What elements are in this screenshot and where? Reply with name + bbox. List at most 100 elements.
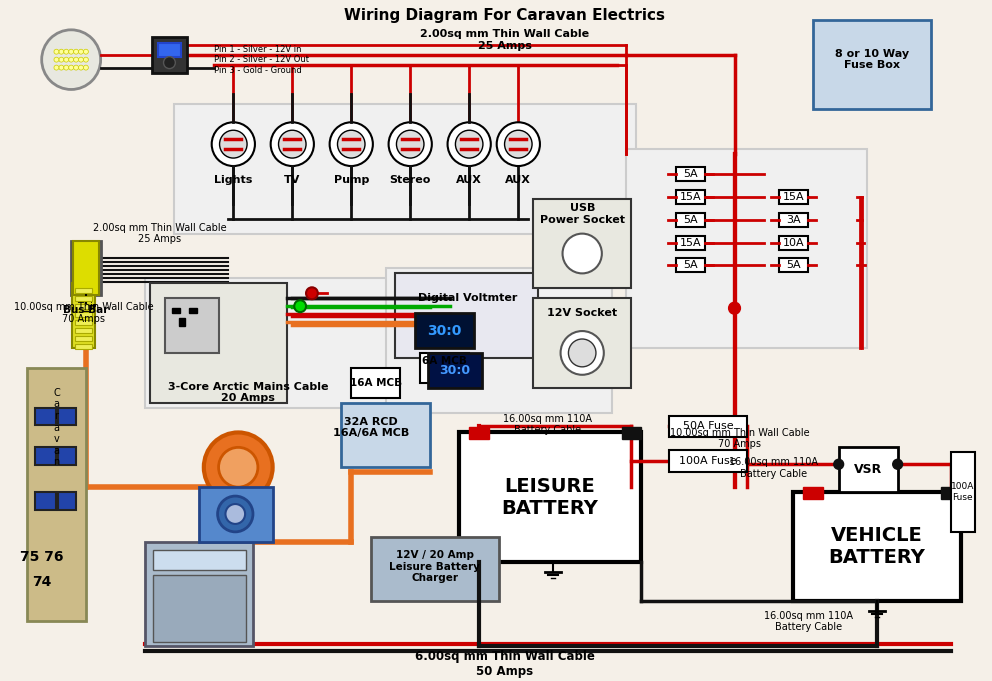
Circle shape	[728, 302, 740, 314]
Circle shape	[68, 65, 73, 70]
Bar	[189, 308, 197, 313]
Text: C
a
r
a
v
a
n: C a r a v a n	[53, 387, 60, 467]
Bar	[669, 450, 747, 472]
Text: 5A: 5A	[787, 260, 801, 270]
Bar	[779, 190, 808, 204]
Circle shape	[42, 30, 100, 89]
Bar	[622, 428, 641, 439]
Bar	[145, 542, 253, 646]
Text: LEISURE
BATTERY: LEISURE BATTERY	[501, 477, 598, 518]
Text: 75 76: 75 76	[20, 550, 63, 564]
Text: 32A RCD
16A/6A MCB: 32A RCD 16A/6A MCB	[332, 417, 409, 439]
Bar	[533, 298, 631, 387]
Circle shape	[893, 459, 903, 469]
Circle shape	[271, 123, 313, 166]
Bar	[371, 537, 499, 601]
Bar	[415, 313, 474, 348]
Bar	[75, 320, 92, 325]
Circle shape	[389, 123, 432, 166]
Bar	[75, 328, 92, 333]
Text: 8 or 10 Way
Fuse Box: 8 or 10 Way Fuse Box	[835, 49, 909, 70]
Circle shape	[295, 300, 307, 312]
Text: 12V Socket: 12V Socket	[548, 308, 617, 318]
Text: Lights: Lights	[214, 175, 253, 185]
Circle shape	[54, 49, 59, 54]
Bar	[813, 20, 931, 110]
Bar	[533, 199, 631, 288]
Text: 2.00sq mm Thin Wall Cable
25 Amps: 2.00sq mm Thin Wall Cable 25 Amps	[93, 223, 226, 244]
Text: 2.00sq mm Thin Wall Cable
25 Amps: 2.00sq mm Thin Wall Cable 25 Amps	[420, 29, 589, 50]
Bar	[145, 279, 449, 408]
Bar	[386, 268, 612, 413]
Bar	[676, 190, 705, 204]
Bar	[779, 236, 808, 249]
Bar	[950, 452, 975, 532]
Text: 5A: 5A	[682, 215, 697, 225]
Circle shape	[68, 49, 73, 54]
Text: 15A: 15A	[680, 192, 701, 202]
Bar	[158, 43, 182, 57]
Circle shape	[63, 49, 68, 54]
Circle shape	[834, 459, 843, 469]
Circle shape	[59, 65, 63, 70]
Text: VSR: VSR	[854, 462, 882, 476]
Text: VEHICLE
BATTERY: VEHICLE BATTERY	[828, 526, 926, 567]
Bar	[35, 408, 57, 426]
Circle shape	[68, 57, 73, 62]
Bar	[676, 259, 705, 272]
Text: TV: TV	[284, 175, 301, 185]
Bar	[150, 283, 288, 402]
Bar	[173, 308, 181, 313]
Circle shape	[219, 130, 247, 158]
Bar	[35, 492, 57, 510]
Text: 15A: 15A	[783, 192, 805, 202]
Bar	[779, 259, 808, 272]
Text: Pin 1 - Silver - 12V in
Pin 2 - Silver - 12V Out
Pin 3 - Gold - Ground: Pin 1 - Silver - 12V in Pin 2 - Silver -…	[213, 45, 309, 74]
Bar	[59, 492, 76, 510]
Text: 10.00sq mm Thin Wall Cable
70 Amps: 10.00sq mm Thin Wall Cable 70 Amps	[670, 428, 809, 449]
Bar	[794, 492, 960, 601]
Text: 15A: 15A	[680, 238, 701, 248]
Bar	[75, 344, 92, 349]
Circle shape	[568, 339, 596, 367]
Circle shape	[225, 504, 245, 524]
Circle shape	[59, 57, 63, 62]
Bar	[73, 240, 98, 296]
Circle shape	[73, 65, 78, 70]
Bar	[72, 283, 95, 348]
Text: 3-Core Arctic Mains Cable
20 Amps: 3-Core Arctic Mains Cable 20 Amps	[168, 382, 328, 403]
Circle shape	[279, 130, 307, 158]
Bar	[428, 353, 482, 387]
Circle shape	[447, 123, 491, 166]
Text: 6.00sq mm Thin Wall Cable
50 Amps: 6.00sq mm Thin Wall Cable 50 Amps	[415, 650, 594, 678]
Text: Pump: Pump	[333, 175, 369, 185]
Text: AUX: AUX	[505, 175, 532, 185]
Text: Digital Voltmter: Digital Voltmter	[418, 294, 517, 303]
Circle shape	[83, 57, 88, 62]
Bar	[669, 415, 747, 437]
Circle shape	[54, 65, 59, 70]
Bar	[75, 336, 92, 341]
Bar	[152, 37, 187, 73]
Bar	[59, 408, 76, 426]
Text: 50A Fuse: 50A Fuse	[682, 422, 733, 432]
Bar	[75, 288, 92, 294]
Bar	[75, 312, 92, 317]
Circle shape	[54, 57, 59, 62]
Text: AUX: AUX	[456, 175, 482, 185]
Circle shape	[83, 49, 88, 54]
Text: 16.00sq mm 110A
Battery Cable: 16.00sq mm 110A Battery Cable	[503, 413, 592, 435]
Text: 12V / 20 Amp
Leisure Battery
Charger: 12V / 20 Amp Leisure Battery Charger	[389, 550, 480, 583]
Circle shape	[211, 123, 255, 166]
Bar	[341, 402, 430, 467]
Bar	[75, 304, 92, 309]
Bar	[71, 240, 100, 296]
Circle shape	[397, 130, 424, 158]
Circle shape	[505, 130, 532, 158]
Text: 100A
Fuse: 100A Fuse	[950, 482, 974, 502]
Circle shape	[455, 130, 483, 158]
Circle shape	[203, 432, 273, 502]
Text: 10.00sq mm Thin Wall Cable
70 Amps: 10.00sq mm Thin Wall Cable 70 Amps	[14, 302, 154, 324]
Text: 5A: 5A	[682, 169, 697, 179]
Circle shape	[83, 65, 88, 70]
